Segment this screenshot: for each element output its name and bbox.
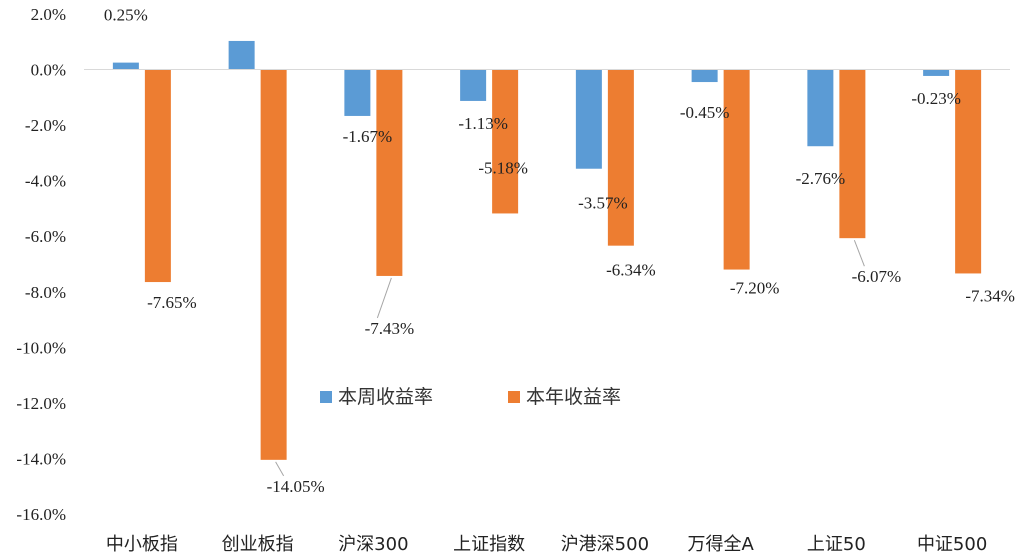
bar-weekly bbox=[691, 69, 718, 83]
y-tick-label: -14.0% bbox=[16, 449, 66, 468]
data-label-yearly: -7.20% bbox=[730, 279, 780, 298]
y-tick-label: 0.0% bbox=[31, 61, 66, 80]
y-tick-label: -4.0% bbox=[25, 172, 66, 191]
data-label-weekly: -2.76% bbox=[796, 169, 846, 188]
data-label-yearly: -7.34% bbox=[965, 286, 1015, 305]
bars bbox=[112, 40, 982, 460]
bar-yearly bbox=[492, 69, 519, 214]
y-tick-label: -10.0% bbox=[16, 338, 66, 357]
bar-weekly bbox=[228, 40, 255, 70]
data-label-weekly: 1.03% bbox=[216, 0, 260, 1]
data-label-weekly: -3.57% bbox=[578, 194, 628, 213]
label-connector bbox=[275, 461, 285, 477]
data-label-yearly: -7.65% bbox=[147, 293, 197, 312]
y-tick-label: -8.0% bbox=[25, 283, 66, 302]
x-axis: 中小板指 创业板指 沪深300 上证指数 沪港深500 万得全A 上证50 中证500 bbox=[106, 534, 987, 555]
bar-yearly bbox=[144, 69, 171, 283]
data-label-yearly: -7.43% bbox=[365, 319, 415, 338]
x-tick-label: 中小板指 bbox=[106, 534, 178, 555]
bar-yearly bbox=[839, 69, 866, 239]
data-label-weekly: -1.67% bbox=[343, 127, 393, 146]
legend-label-weekly: 本周收益率 bbox=[338, 386, 433, 408]
legend: 本周收益率 本年收益率 bbox=[320, 386, 621, 408]
y-tick-label: -16.0% bbox=[16, 505, 66, 524]
data-label-weekly: -0.23% bbox=[911, 89, 961, 108]
legend-swatch-weekly bbox=[320, 391, 332, 403]
bar-yearly bbox=[376, 69, 403, 276]
x-tick-label: 创业板指 bbox=[222, 534, 294, 555]
label-connectors bbox=[275, 239, 865, 477]
bar-yearly bbox=[260, 69, 287, 460]
label-connector bbox=[853, 239, 865, 267]
label-connector bbox=[376, 277, 392, 319]
bar-weekly bbox=[807, 69, 834, 147]
y-tick-label: -6.0% bbox=[25, 227, 66, 246]
y-tick-label: -2.0% bbox=[25, 116, 66, 135]
data-label-weekly: 0.25% bbox=[104, 6, 148, 25]
bar-weekly bbox=[575, 69, 602, 169]
x-tick-label: 中证500 bbox=[917, 534, 987, 555]
x-tick-label: 万得全A bbox=[687, 534, 754, 555]
data-label-yearly: -5.18% bbox=[478, 158, 528, 177]
y-axis: 2.0% 0.0% -2.0% -4.0% -6.0% -8.0% -10.0% -12.0%… bbox=[16, 5, 66, 524]
y-tick-label: -12.0% bbox=[16, 394, 66, 413]
x-tick-label: 上证指数 bbox=[453, 534, 525, 555]
bar-yearly bbox=[955, 69, 982, 274]
data-label-yearly: -14.05% bbox=[267, 477, 325, 496]
bar-weekly bbox=[112, 62, 139, 70]
bar-weekly bbox=[923, 69, 950, 76]
bar-weekly bbox=[344, 69, 371, 116]
legend-label-yearly: 本年收益率 bbox=[526, 386, 621, 408]
data-label-weekly: -1.13% bbox=[458, 114, 508, 133]
x-tick-label: 上证50 bbox=[807, 534, 866, 555]
data-label-weekly: -0.45% bbox=[680, 103, 730, 122]
bar-yearly bbox=[607, 69, 634, 246]
data-label-yearly: -6.34% bbox=[606, 261, 656, 280]
y-tick-label: 2.0% bbox=[31, 5, 66, 24]
legend-swatch-yearly bbox=[508, 391, 520, 403]
x-tick-label: 沪港深500 bbox=[561, 534, 649, 555]
x-tick-label: 沪深300 bbox=[338, 534, 408, 555]
bar-weekly bbox=[460, 69, 487, 101]
bar-yearly bbox=[723, 69, 750, 270]
data-label-yearly: -6.07% bbox=[852, 267, 902, 286]
data-labels: 0.25% -7.65% 1.03% -14.05% -1.67% -7.43% -1.13… bbox=[104, 0, 1015, 496]
